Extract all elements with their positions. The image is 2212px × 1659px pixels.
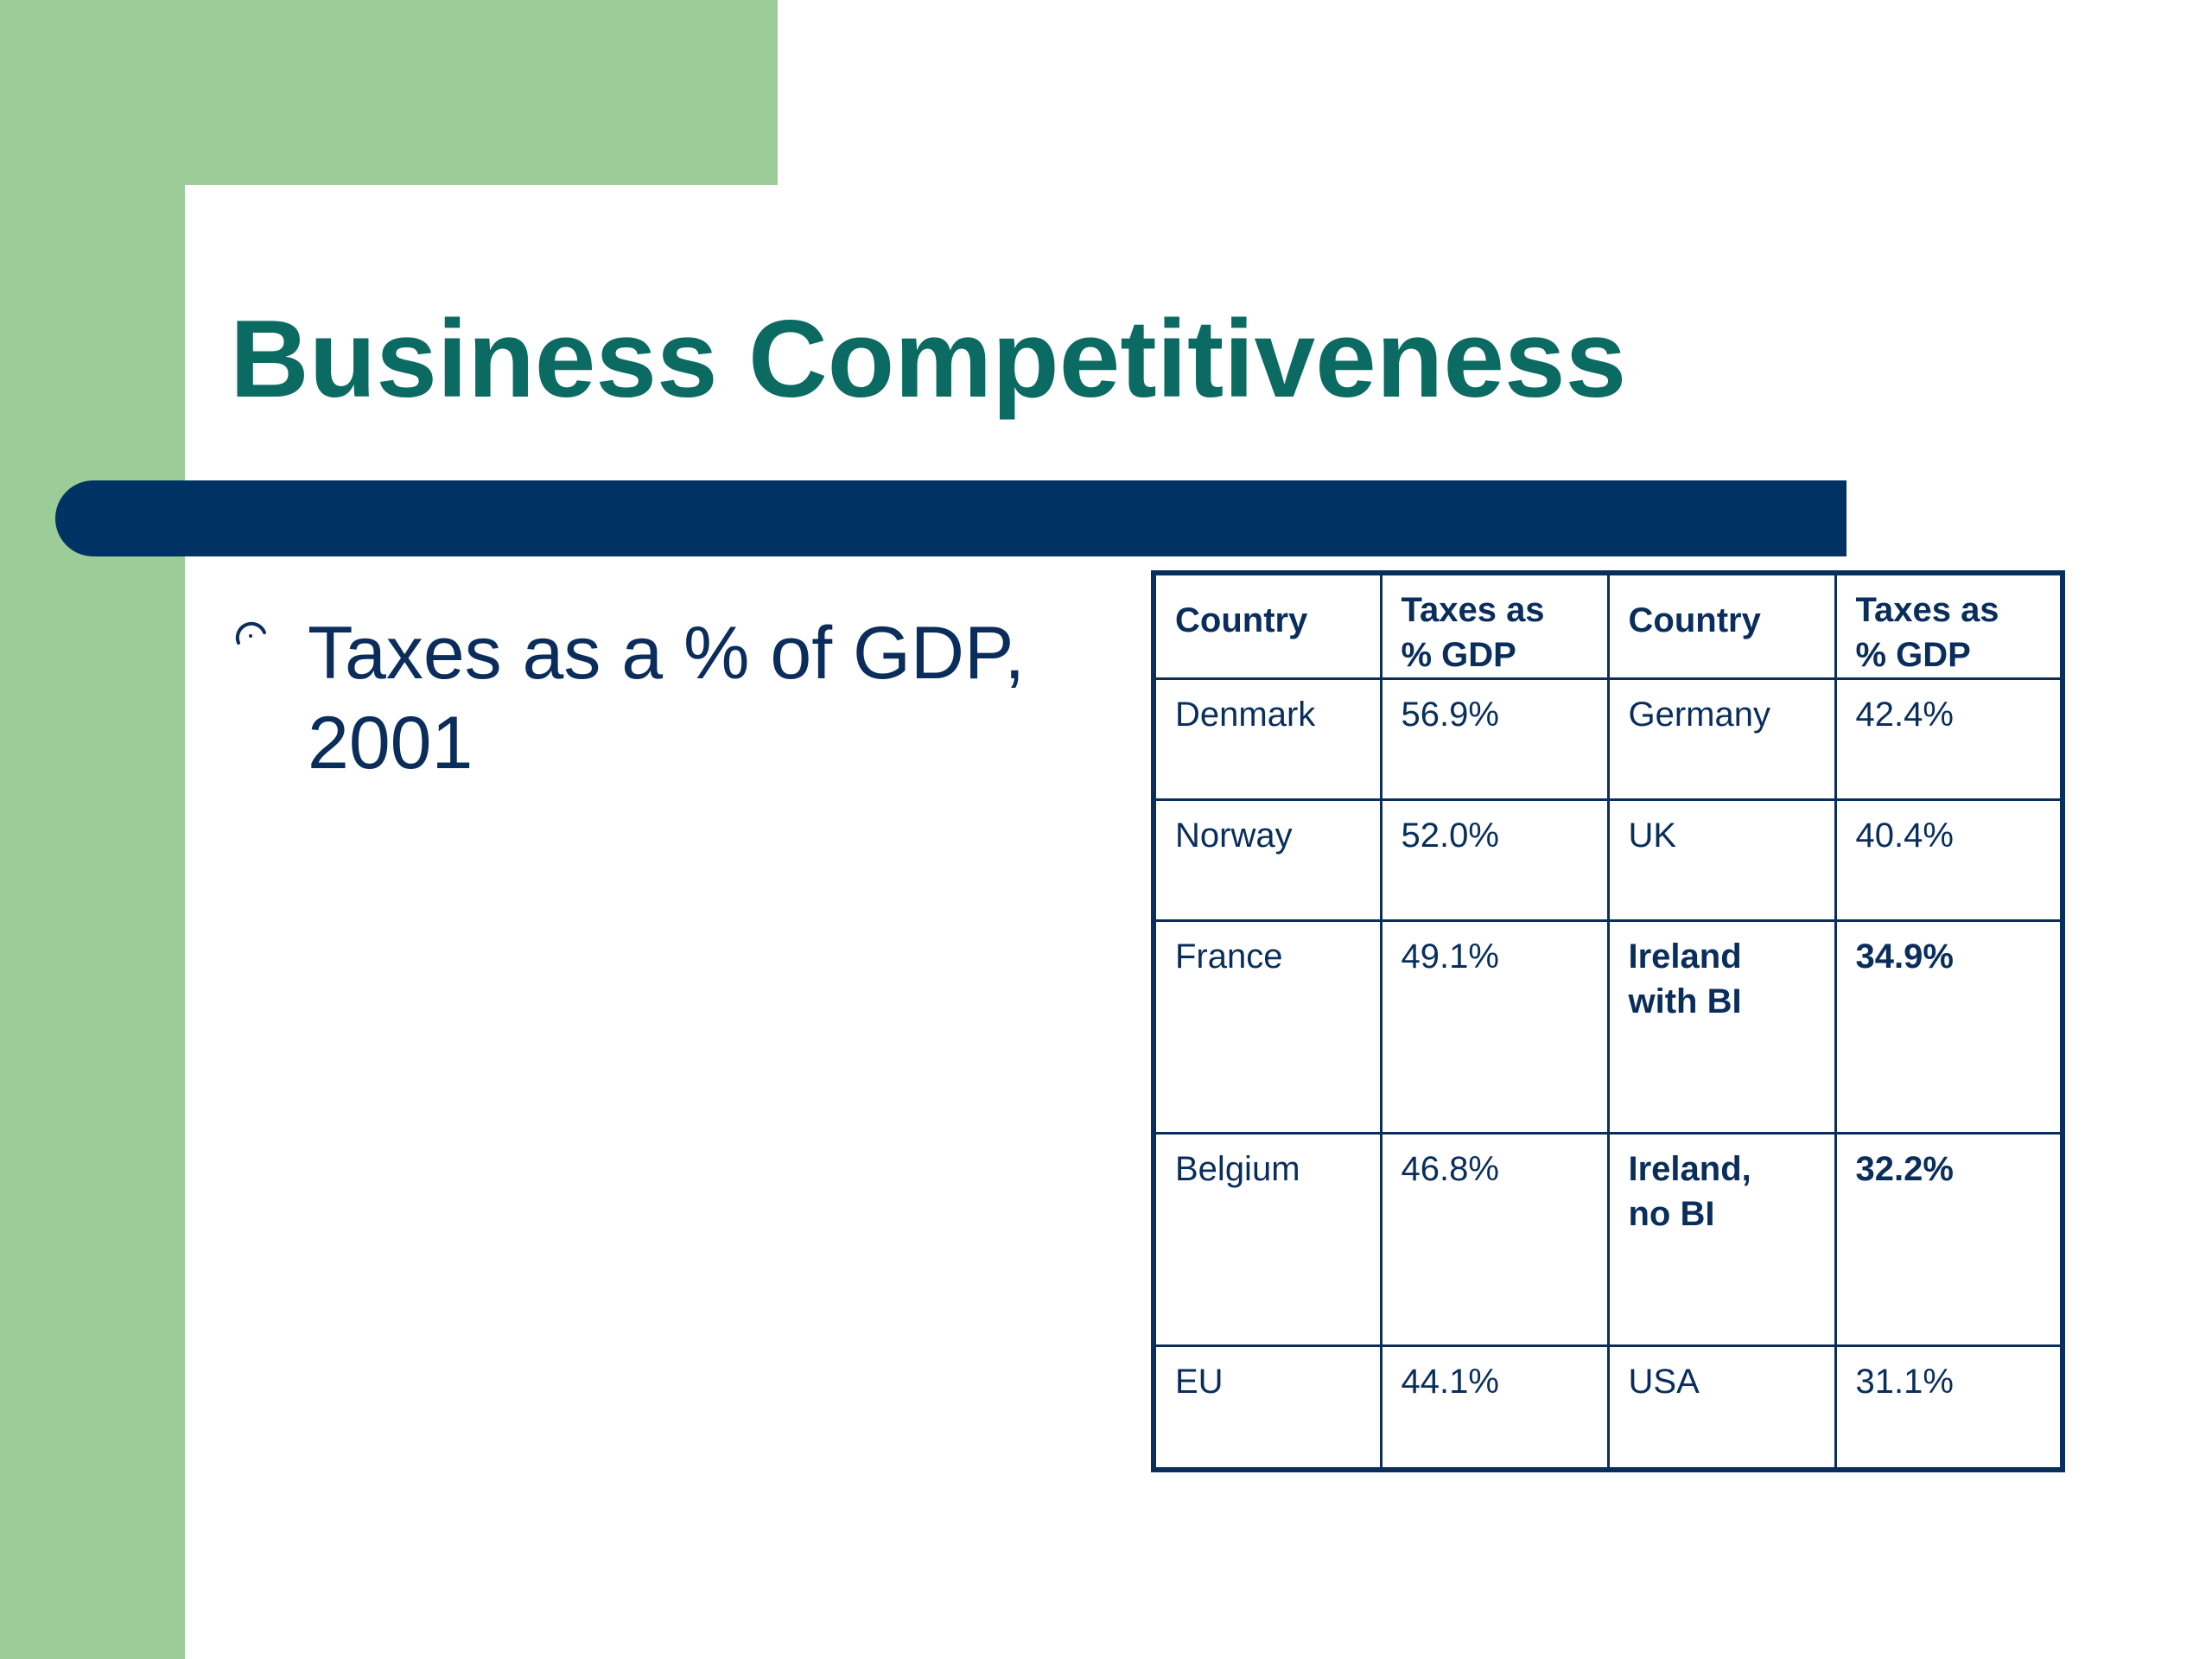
cell-text-line: Country — [1175, 601, 1308, 639]
cell-text-line: Country — [1628, 601, 1761, 639]
table-row: Denmark 56.9% Germany 42.4% — [1152, 677, 2064, 802]
cell-text-line: Taxes as — [1401, 591, 1545, 629]
tax-value-cell: 46.8% — [1379, 1132, 1610, 1348]
tax-value-cell: 44.1% — [1379, 1344, 1610, 1471]
table-row: France 49.1% Ireland with BI 34.9% — [1152, 919, 2064, 1135]
tax-value-cell: 52.0% — [1379, 798, 1610, 923]
cell-text-line: no BI — [1628, 1195, 1715, 1234]
cell-text-line: USA — [1628, 1363, 1700, 1402]
country-cell: Belgium — [1152, 1132, 1382, 1348]
tax-value-cell: 56.9% — [1379, 677, 1610, 802]
cell-text-line: EU — [1175, 1363, 1224, 1402]
table-row: Norway 52.0% UK 40.4% — [1152, 798, 2064, 923]
ring-bullet-icon — [232, 613, 270, 652]
table-header-row: Country Taxes as % GDP Country Taxes as % GDP — [1152, 571, 2064, 680]
table-header-cell: Country — [1606, 571, 1837, 680]
cell-text-line: Norway — [1175, 817, 1293, 855]
table-row: Belgium 46.8% Ireland, no BI 32.2% — [1152, 1132, 2064, 1348]
cell-text-line: % GDP — [1401, 636, 1516, 674]
table-header-cell: Taxes as % GDP — [1834, 571, 2064, 680]
country-cell: Ireland, no BI — [1606, 1132, 1837, 1348]
cell-text-line: Germany — [1628, 696, 1771, 734]
tax-value-cell: 31.1% — [1834, 1344, 2064, 1471]
table-header-cell: Taxes as % GDP — [1379, 571, 1610, 680]
country-cell: USA — [1606, 1344, 1837, 1471]
green-left-band — [0, 0, 185, 1659]
country-cell: Germany — [1606, 677, 1837, 802]
country-cell: Norway — [1152, 798, 1382, 923]
cell-text-line: Belgium — [1175, 1150, 1300, 1189]
table-header-cell: Country — [1152, 571, 1382, 680]
table-body: Denmark 56.9% Germany 42.4% Norway 52.0% UK 40.… — [1152, 677, 2064, 1471]
cell-text-line: Ireland, — [1628, 1150, 1751, 1189]
country-cell: France — [1152, 919, 1382, 1135]
cell-text-line: with BI — [1628, 982, 1742, 1021]
cell-text-line: France — [1175, 938, 1283, 976]
country-cell: Denmark — [1152, 677, 1382, 802]
tax-value-cell: 40.4% — [1834, 798, 2064, 923]
tax-value-cell: 49.1% — [1379, 919, 1610, 1135]
bullet-text: Taxes as a % of GDP, 2001 — [308, 612, 1026, 785]
title-underline-bar — [55, 480, 1847, 556]
tax-table: Country Taxes as % GDP Country Taxes as % GDP… — [1151, 570, 2065, 1472]
cell-text-line: Taxes as — [1855, 591, 1999, 629]
cell-text-line: % GDP — [1855, 636, 1971, 674]
slide-title: Business Competitiveness — [230, 297, 1627, 420]
tax-value-cell: 34.9% — [1834, 919, 2064, 1135]
cell-text-line: UK — [1628, 817, 1677, 855]
table-row: EU 44.1% USA 31.1% — [1152, 1344, 2064, 1471]
tax-value-cell: 32.2% — [1834, 1132, 2064, 1348]
country-cell: UK — [1606, 798, 1837, 923]
country-cell: Ireland with BI — [1606, 919, 1837, 1135]
cell-text-line: Denmark — [1175, 696, 1316, 734]
country-cell: EU — [1152, 1344, 1382, 1471]
cell-text-line: Ireland — [1628, 938, 1742, 976]
tax-value-cell: 42.4% — [1834, 677, 2064, 802]
